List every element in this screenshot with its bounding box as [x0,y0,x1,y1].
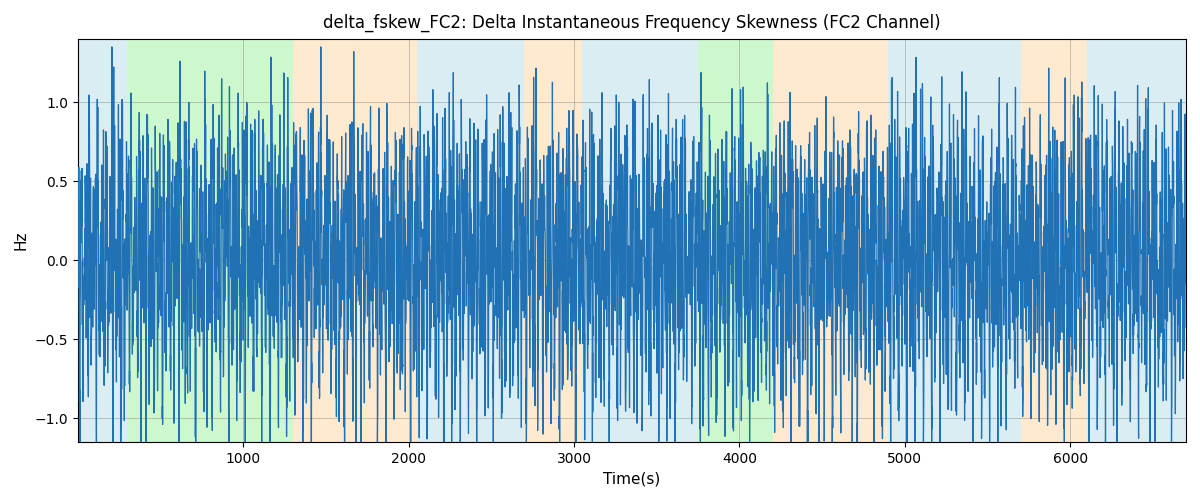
Bar [1087,39,1186,442]
Bar [773,39,888,442]
Bar [293,39,416,442]
Bar [416,39,524,442]
Bar [888,39,1021,442]
Bar [582,39,698,442]
X-axis label: Time(s): Time(s) [604,471,660,486]
Bar [698,39,773,442]
Title: delta_fskew_FC2: Delta Instantaneous Frequency Skewness (FC2 Channel): delta_fskew_FC2: Delta Instantaneous Fre… [323,14,941,32]
Y-axis label: Hz: Hz [14,230,29,250]
Bar [1021,39,1087,442]
Bar [127,39,293,442]
Bar [78,39,127,442]
Bar [524,39,582,442]
